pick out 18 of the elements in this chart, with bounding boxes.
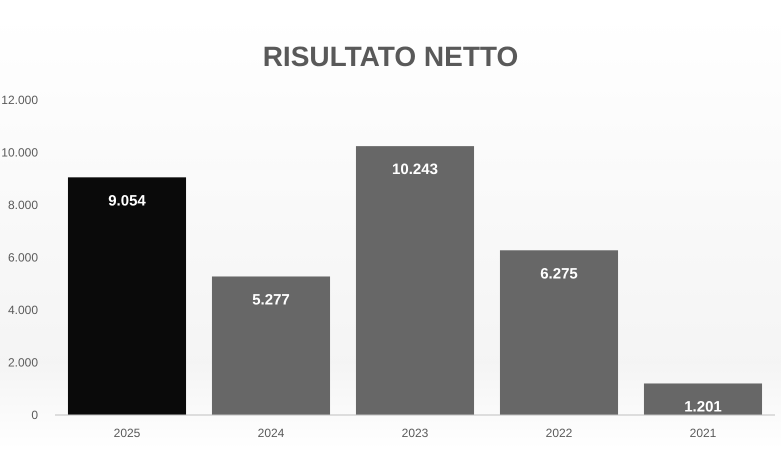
x-tick-label: 2022 [546, 426, 573, 440]
y-tick-label: 8.000 [8, 198, 38, 212]
x-tick-label: 2024 [258, 426, 285, 440]
data-label: 5.277 [252, 291, 290, 308]
x-tick-label: 2021 [690, 426, 717, 440]
data-label: 6.275 [540, 265, 578, 282]
chart-title: RISULTATO NETTO [262, 41, 518, 72]
y-tick-label: 0 [31, 408, 38, 422]
y-tick-label: 10.000 [1, 146, 38, 160]
data-label: 9.054 [108, 192, 146, 210]
x-tick-label: 2023 [402, 426, 429, 440]
y-tick-label: 6.000 [8, 250, 38, 265]
y-tick-label: 2.000 [8, 356, 38, 370]
data-label: 1.201 [684, 398, 722, 416]
y-tick-label: 12.000 [1, 93, 38, 108]
data-label: 10.243 [392, 161, 438, 178]
x-tick-label: 2025 [114, 426, 141, 440]
y-tick-label: 4.000 [8, 303, 38, 318]
